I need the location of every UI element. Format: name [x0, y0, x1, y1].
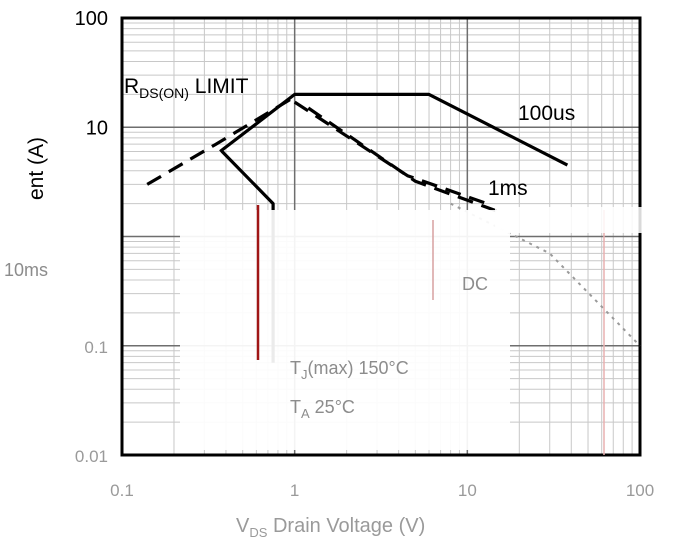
washout-region [0, 200, 655, 460]
label-1ms: 1ms [488, 177, 528, 200]
x-tick-label: 0.1 [110, 481, 134, 500]
y-tick-label: 0.01 [75, 447, 108, 466]
series-layer [146, 92, 641, 363]
series-100us [219, 92, 569, 167]
label-dc: DC [462, 274, 488, 294]
series-1ms [293, 100, 488, 206]
y-axis-label: ent (A) [25, 137, 48, 200]
x-tick-labels: 0.1 1 10 100 [110, 481, 654, 500]
y-tick-label: 10 [86, 117, 108, 139]
rds-limit-label: RDS(ON) LIMIT [124, 75, 249, 101]
series-1ms [307, 106, 499, 213]
x-axis-label: VDS Drain Voltage (V) [236, 515, 425, 540]
y-tick-labels: 100 10 0.1 0.01 [75, 8, 108, 466]
x-tick-label: 10 [458, 481, 477, 500]
x-tick-label: 1 [290, 481, 299, 500]
tj-max-label: TJ(max) 150°C [290, 358, 409, 382]
label-10ms: 10ms [4, 260, 48, 280]
label-100us: 100us [518, 102, 575, 125]
y-tick-label: 100 [75, 8, 108, 30]
plot-frame [120, 16, 642, 457]
x-tick-label: 100 [626, 481, 654, 500]
y-tick-label: 0.1 [84, 338, 108, 357]
ta-label: TA 25°C [290, 397, 355, 421]
